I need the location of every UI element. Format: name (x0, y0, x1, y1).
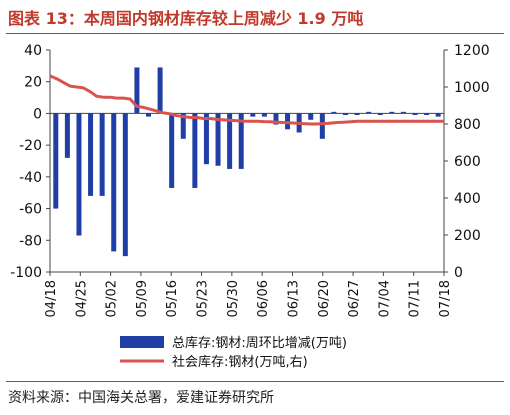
x-tick-label: 04/18 (44, 280, 59, 317)
bar (169, 113, 175, 188)
right-tick-label: 1200 (454, 43, 490, 59)
bar (331, 111, 337, 114)
right-tick-label: 400 (454, 191, 481, 207)
bar (424, 113, 430, 116)
bar (273, 113, 279, 125)
source-note: 资料来源：中国海关总署，爱建证券研究所 (8, 390, 274, 406)
legend-swatch-bar (120, 336, 164, 348)
bar (238, 113, 244, 169)
bar (400, 111, 406, 114)
left-tick-label: -80 (19, 233, 42, 249)
bar (99, 113, 105, 196)
bar (180, 113, 186, 139)
left-tick-label: -20 (19, 138, 42, 154)
x-tick-label: 05/23 (196, 280, 211, 317)
x-tick-label: 05/09 (135, 280, 150, 317)
bar (88, 113, 94, 196)
bar (76, 113, 82, 236)
legend: 总库存:钢材:周环比增减(万吨) 社会库存:钢材(万吨,右) (120, 335, 347, 370)
right-tick-label: 1000 (454, 80, 490, 96)
bar (227, 113, 233, 169)
line-series (49, 74, 444, 126)
bar (215, 113, 221, 166)
left-tick-label: -40 (19, 170, 42, 186)
bar (354, 113, 360, 116)
x-axis-ticks: 04/18 04/25 05/02 05/09 05/16 05/23 05/30 06/06… (44, 272, 453, 317)
bar (146, 113, 151, 117)
bar (261, 113, 267, 117)
bar (377, 113, 383, 116)
bar (64, 113, 70, 158)
chart-axes (49, 50, 445, 273)
x-tick-label: 06/13 (286, 280, 301, 317)
bar (366, 111, 372, 114)
legend-label-bar: 总库存:钢材:周环比增减(万吨) (172, 335, 347, 351)
source-divider (6, 381, 504, 382)
x-tick-label: 05/02 (105, 280, 120, 317)
bar (319, 113, 325, 139)
right-tick-label: 200 (454, 228, 481, 244)
bar (412, 113, 418, 116)
bar (250, 113, 256, 117)
left-tick-label: 0 (33, 106, 42, 122)
bar-series (53, 67, 441, 257)
x-tick-label: 04/25 (74, 280, 89, 317)
x-tick-label: 06/06 (256, 280, 271, 317)
x-tick-label: 05/30 (226, 280, 241, 317)
bar (122, 113, 128, 257)
bar (203, 113, 209, 165)
x-tick-label: 07/04 (377, 280, 392, 317)
bar (192, 113, 198, 188)
bar (308, 113, 314, 120)
bar (435, 113, 441, 117)
bar (111, 113, 117, 252)
inventory-line (49, 74, 444, 126)
left-tick-label: -60 (19, 202, 42, 218)
left-tick-label: 20 (24, 75, 42, 91)
right-tick-label: 600 (454, 154, 481, 170)
bar (343, 113, 348, 116)
left-axis-ticks: 40 20 0 -20 -40 -60 -80 -100 (10, 43, 50, 281)
x-tick-label: 07/11 (408, 280, 423, 317)
right-tick-label: 0 (454, 265, 463, 281)
right-tick-label: 800 (454, 117, 481, 133)
x-tick-label: 05/16 (165, 280, 180, 317)
chart-title: 图表 13：本周国内钢材库存较上周减少 1.9 万吨 (8, 9, 364, 28)
bar (157, 67, 163, 114)
bar (53, 113, 59, 209)
left-tick-label: 40 (24, 43, 42, 59)
bar (134, 67, 140, 114)
legend-label-line: 社会库存:钢材(万吨,右) (172, 354, 308, 370)
x-tick-label: 06/20 (317, 280, 332, 317)
title-divider (6, 33, 504, 34)
right-axis-ticks: 1200 1000 800 600 400 200 0 (444, 43, 490, 281)
bar (389, 111, 395, 114)
x-tick-label: 06/27 (347, 280, 362, 317)
left-tick-label: -100 (10, 265, 42, 281)
x-tick-label: 07/18 (438, 280, 453, 317)
